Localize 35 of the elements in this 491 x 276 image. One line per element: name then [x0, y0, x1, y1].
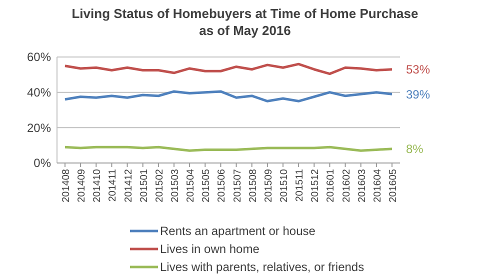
x-tick-label: 201411 [108, 168, 119, 202]
y-tick-label: 0% [34, 156, 52, 170]
x-tick-label: 201502 [154, 168, 166, 202]
x-tick-label: 201602 [341, 168, 352, 202]
annotation: 53% [406, 62, 430, 77]
y-tick-label: 20% [26, 120, 52, 135]
y-tick-label: 40% [26, 86, 52, 100]
x-tick-label: 201410 [92, 168, 104, 202]
x-tick-label: 201503 [170, 168, 181, 202]
x-tick-label: 201501 [138, 168, 150, 202]
y-tick-label: 60% [26, 50, 52, 64]
x-tick-label: 201505 [201, 168, 212, 202]
x-tick-label: 201408 [61, 168, 72, 202]
x-tick-label: 201506 [216, 168, 228, 202]
x-tick-label: 201512 [310, 168, 322, 202]
x-tick-label: 201605 [388, 168, 399, 202]
x-tick-label: 201409 [76, 168, 88, 202]
x-tick-label: 201507 [232, 168, 244, 202]
x-tick-label: 201509 [263, 168, 274, 202]
legend-label: Lives with parents, relatives, or friends [160, 260, 364, 274]
line-series [64, 62, 394, 76]
chart-title: Living Status of Homebuyers at Time of Home Purchase as of May 2016 [72, 6, 418, 38]
line-series [64, 90, 394, 102]
x-tick-label: 201412 [123, 168, 134, 202]
x-tick-label: 201511 [294, 168, 306, 202]
x-tick-label: 201508 [248, 168, 259, 202]
annotation: 8% [406, 142, 424, 156]
x-tick-label: 201601 [326, 168, 337, 202]
x-tick-label: 201604 [372, 168, 384, 202]
x-tick-label: 201510 [279, 168, 290, 202]
annotation: 39% [406, 87, 430, 102]
legend-label: Rents an apartment or house [160, 224, 316, 238]
x-tick-label: 201603 [356, 168, 368, 202]
x-tick-label: 201504 [186, 168, 197, 202]
legend-label: Lives in own home [160, 242, 260, 256]
